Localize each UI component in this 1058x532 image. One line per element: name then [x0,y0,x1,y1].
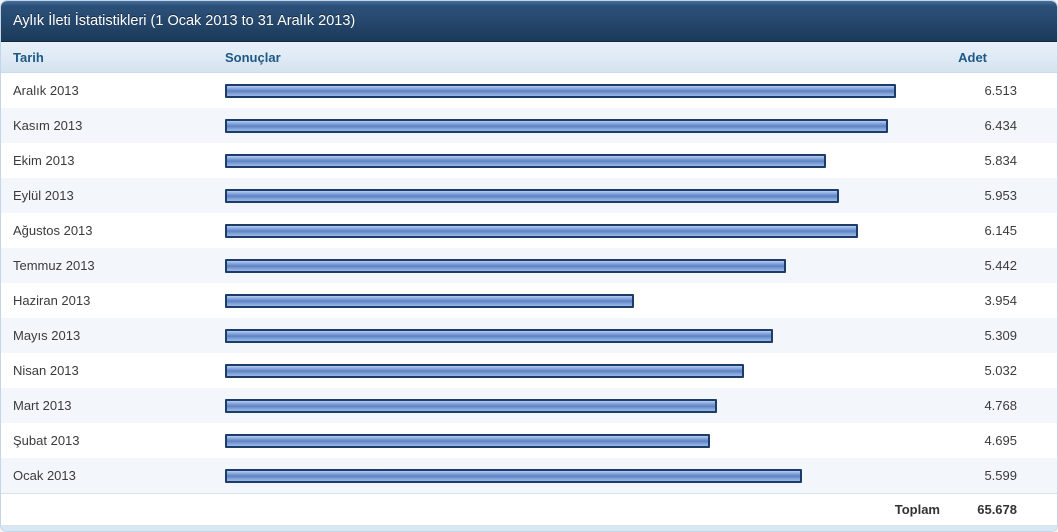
table-row: Aralık 2013 6.513 [1,73,1057,108]
column-header-count: Adet [958,49,987,65]
count-value: 5.834 [984,153,1017,168]
table-row: Ağustos 2013 6.145 [1,213,1057,248]
table-row: Şubat 2013 4.695 [1,423,1057,458]
month-label: Aralık 2013 [13,83,79,98]
result-bar [225,153,826,168]
result-bar-cell [225,328,917,343]
month-label: Mart 2013 [13,398,72,413]
result-bar-cell [225,293,917,308]
table-row: Haziran 2013 3.954 [1,283,1057,318]
result-bar [225,118,888,133]
table-row: Ekim 2013 5.834 [1,143,1057,178]
result-bar-cell [225,398,917,413]
result-bar [225,223,858,238]
panel-footer-strip [1,525,1057,531]
result-bar-cell [225,153,917,168]
count-value: 5.953 [984,188,1017,203]
count-value: 6.513 [984,83,1017,98]
count-value: 3.954 [984,293,1017,308]
count-value: 6.145 [984,223,1017,238]
month-label: Haziran 2013 [13,293,91,308]
result-bar-cell [225,188,917,203]
result-bar [225,468,802,483]
result-bar-cell [225,468,917,483]
count-value: 4.695 [984,433,1017,448]
total-row: Toplam 65.678 [1,493,1057,525]
month-label: Eylül 2013 [13,188,74,203]
month-label: Mayıs 2013 [13,328,81,343]
count-value: 5.442 [984,258,1017,273]
result-bar-cell [225,363,917,378]
result-bar [225,328,773,343]
table-header-row: Tarih Sonuçlar Adet [1,42,1057,73]
result-bar-cell [225,118,917,133]
table-row: Mayıs 2013 5.309 [1,318,1057,353]
month-label: Şubat 2013 [13,433,80,448]
result-bar [225,258,786,273]
table-row: Nisan 2013 5.032 [1,353,1057,388]
month-label: Kasım 2013 [13,118,83,133]
result-bar [225,293,634,308]
table-row: Temmuz 2013 5.442 [1,248,1057,283]
result-bar [225,398,717,413]
column-header-date: Tarih [13,49,44,65]
count-value: 6.434 [984,118,1017,133]
month-label: Ağustos 2013 [13,223,93,238]
count-value: 5.599 [984,468,1017,483]
count-value: 5.032 [984,363,1017,378]
result-bar [225,363,744,378]
month-label: Nisan 2013 [13,363,79,378]
total-label: Toplam [894,502,940,517]
result-bar-cell [225,83,917,98]
month-label: Ekim 2013 [13,153,75,168]
month-label: Temmuz 2013 [13,258,95,273]
result-bar [225,188,839,203]
total-value: 65.678 [977,502,1017,517]
result-bar-cell [225,258,917,273]
panel-title: Aylık İleti İstatistikleri (1 Ocak 2013 … [1,1,1057,42]
result-bar-cell [225,223,917,238]
rows: Aralık 2013 6.513 Kasım 2013 6.434 Ekim 2013… [1,73,1057,493]
result-bar-cell [225,433,917,448]
table-row: Kasım 2013 6.434 [1,108,1057,143]
table-row: Ocak 2013 5.599 [1,458,1057,493]
table-row: Eylül 2013 5.953 [1,178,1057,213]
month-label: Ocak 2013 [13,468,76,483]
result-bar [225,83,896,98]
table-row: Mart 2013 4.768 [1,388,1057,423]
column-header-results: Sonuçlar [225,49,281,65]
result-bar [225,433,710,448]
count-value: 4.768 [984,398,1017,413]
count-value: 5.309 [984,328,1017,343]
